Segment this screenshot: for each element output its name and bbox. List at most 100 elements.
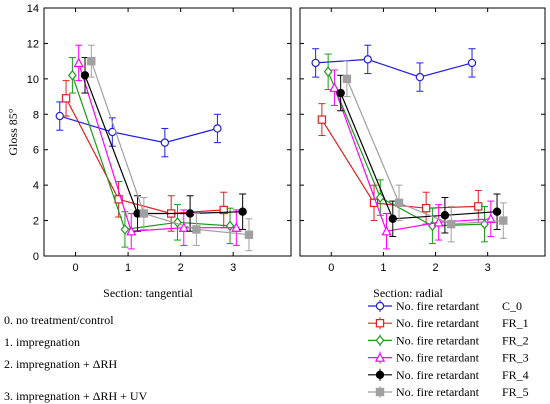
data-point — [375, 370, 385, 379]
note-item: 0. no treatment/control — [4, 313, 114, 327]
data-point — [329, 82, 340, 92]
data-point — [485, 213, 496, 223]
data-point — [244, 230, 254, 239]
data-point — [225, 220, 235, 232]
data-point — [388, 214, 397, 223]
legend-item: No. fire retardant FR_1 — [368, 316, 529, 330]
y-tick-label: 4 — [33, 180, 39, 192]
y-axis-label: Gloss 85° — [6, 108, 20, 155]
y-tick-label: 6 — [33, 145, 39, 157]
series-c-0 — [55, 101, 222, 158]
data-point — [342, 74, 352, 84]
data-point — [185, 209, 195, 218]
legend-item: No. fire retardant FR_5 — [368, 385, 529, 399]
data-point — [492, 207, 502, 216]
x-axis-label-tangential: Section: tangential — [103, 286, 193, 300]
data-point — [440, 211, 450, 220]
data-point — [213, 124, 222, 133]
data-point — [173, 216, 182, 228]
data-point — [433, 216, 444, 227]
data-point — [375, 335, 385, 346]
data-point — [446, 219, 456, 229]
panel-radial: 0 1 2 3 — [299, 7, 546, 274]
legend-label: No. fire retardant — [396, 333, 480, 347]
data-point — [363, 55, 372, 64]
legend-code: C_0 — [502, 299, 522, 313]
legend: No. fire retardant C_0 No. fire retardant F… — [368, 299, 529, 399]
series-line — [90, 60, 250, 236]
legend-label: No. fire retardant — [396, 368, 480, 382]
notes-block: 0. no treatment/control 1. impregnation … — [4, 313, 148, 403]
y-tick-label: 2 — [33, 216, 39, 228]
legend-label: No. fire retardant — [396, 385, 480, 399]
series-fr-3 — [73, 44, 242, 250]
data-point — [375, 387, 385, 397]
legend-code: FR_2 — [502, 333, 529, 347]
data-point — [311, 58, 320, 68]
series-line — [346, 78, 504, 225]
data-point — [336, 88, 345, 98]
data-point — [219, 205, 228, 215]
x-tick-label: 2 — [432, 262, 438, 274]
data-point — [160, 138, 170, 147]
x-tick-label: 0 — [72, 262, 78, 274]
x-tick-label: 0 — [328, 262, 334, 274]
x-axis-label-radial: Section: radial — [373, 286, 443, 300]
y-tick-label: 10 — [27, 74, 39, 86]
data-point — [375, 319, 385, 328]
data-point — [323, 66, 333, 78]
legend-code: FR_5 — [502, 385, 529, 399]
data-point — [61, 94, 71, 103]
note-item: 2. impregnation + ΔRH — [4, 357, 117, 371]
y-tick-label: 8 — [33, 109, 39, 121]
data-point — [238, 207, 247, 216]
x-tick-label: 2 — [178, 262, 184, 274]
legend-code: FR_4 — [502, 368, 529, 382]
series-fr-3 — [329, 69, 496, 250]
data-point — [231, 222, 242, 232]
x-tick-label: 3 — [230, 262, 236, 274]
legend-code: FR_1 — [502, 316, 529, 330]
data-point — [317, 115, 327, 124]
y-tick-label: 12 — [27, 38, 39, 50]
data-point — [499, 216, 508, 225]
data-point — [87, 56, 96, 66]
note-item: 1. impregnation — [4, 335, 80, 349]
series-line — [78, 62, 237, 232]
legend-label: No. fire retardant — [396, 316, 480, 330]
note-item: 3. impregnation + ΔRH + UV — [4, 389, 148, 403]
y-tick-label: 0 — [33, 251, 39, 263]
data-point — [374, 352, 386, 362]
series-line — [59, 115, 218, 144]
x-tick-label: 3 — [485, 262, 491, 274]
legend-item: No. fire retardant FR_4 — [368, 368, 529, 382]
series-line — [71, 75, 231, 231]
series-line — [321, 119, 479, 209]
data-point — [375, 192, 385, 203]
data-point — [381, 225, 392, 236]
series-line — [327, 71, 485, 227]
legend-label: No. fire retardant — [396, 351, 480, 365]
series-fr-1 — [61, 80, 228, 232]
data-point — [394, 198, 404, 208]
data-point — [375, 301, 385, 311]
data-point — [120, 224, 130, 235]
series-line — [333, 87, 491, 232]
x-tick-label: 1 — [125, 262, 131, 274]
data-point — [421, 203, 431, 213]
data-point — [178, 222, 189, 232]
data-point — [467, 58, 477, 68]
data-point — [192, 225, 201, 234]
data-point — [139, 209, 149, 218]
data-point — [369, 198, 379, 208]
data-point — [80, 71, 90, 80]
series-line — [340, 92, 498, 220]
plot-frame — [43, 7, 292, 257]
series-fr-4 — [80, 57, 247, 232]
legend-label: No. fire retardant — [396, 299, 480, 313]
data-point — [415, 72, 425, 82]
y-tick-label: 14 — [27, 3, 39, 15]
